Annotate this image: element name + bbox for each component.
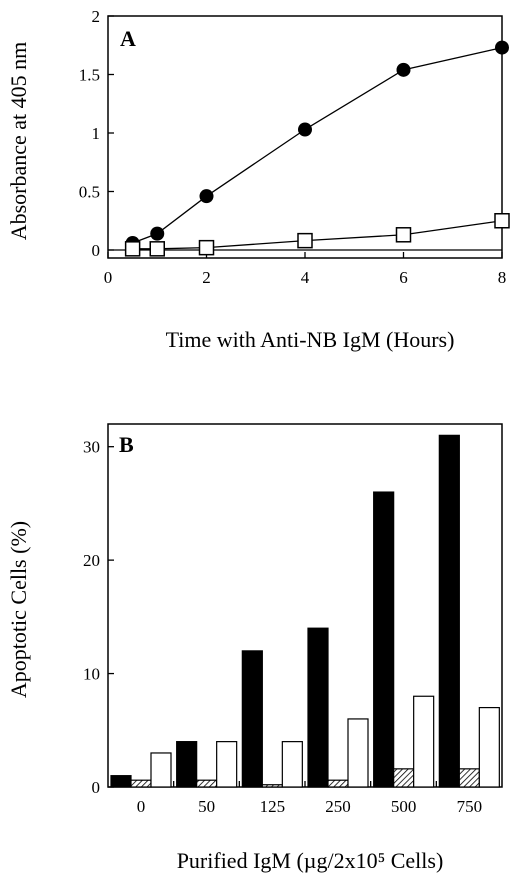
y-tick-label: 0.5 xyxy=(79,183,100,202)
open-square-point xyxy=(297,232,313,249)
bar-white-250 xyxy=(347,718,369,788)
bar-white-750 xyxy=(478,706,500,788)
y-tick-label: 30 xyxy=(83,438,100,457)
panel-b-x-axis-label: Purified IgM (µg/2x10⁵ Cells) xyxy=(177,848,444,873)
panel-b-bars xyxy=(110,434,500,788)
open-square-point xyxy=(198,239,215,256)
y-tick-label: 1.5 xyxy=(79,66,100,85)
panel-b: B 0 10 20 30 0 50 125 250 500 750 Apoptotic Cells… xyxy=(6,423,503,873)
panel-a-x-axis-label: Time with Anti-NB IgM (Hours) xyxy=(166,327,455,352)
y-tick-label: 0 xyxy=(92,241,101,260)
category-label: 750 xyxy=(457,797,483,816)
filled-circle-point xyxy=(150,226,165,241)
x-tick-label: 4 xyxy=(301,268,310,287)
bar-hatched-125 xyxy=(261,784,283,788)
bar-hatched-0 xyxy=(130,779,152,788)
category-label: 500 xyxy=(391,797,417,816)
panel-a: A 0 2 4 6 8 0 0.5 1 1.5 2 Absorbance at 405 nm Ti… xyxy=(6,7,510,352)
panel-b-label: B xyxy=(119,432,134,457)
filled-circle-point xyxy=(298,122,312,137)
panel-b-y-axis-label: Apoptotic Cells (%) xyxy=(6,521,31,698)
panel-b-ticks: 0 10 20 30 0 50 125 250 500 750 xyxy=(83,438,482,816)
x-tick-label: 6 xyxy=(399,268,408,287)
bar-white-50 xyxy=(216,741,238,788)
bar-solid-black-125 xyxy=(241,650,263,788)
filled-circle-point xyxy=(495,40,509,55)
bar-solid-black-0 xyxy=(110,775,132,788)
bar-white-0 xyxy=(150,752,172,788)
category-label: 0 xyxy=(137,797,146,816)
y-tick-label: 20 xyxy=(83,551,100,570)
series-2-line xyxy=(132,220,503,250)
category-label: 250 xyxy=(325,797,351,816)
panel-a-markers xyxy=(124,40,510,257)
x-tick-label: 0 xyxy=(104,268,113,287)
y-tick-label: 10 xyxy=(83,665,100,684)
bar-white-500 xyxy=(413,695,435,788)
bar-white-125 xyxy=(281,741,303,788)
panel-a-ticks: 0 2 4 6 8 0 0.5 1 1.5 2 xyxy=(79,7,507,287)
bar-solid-black-250 xyxy=(307,627,329,788)
open-square-point xyxy=(395,227,412,243)
bar-solid-black-50 xyxy=(176,741,198,788)
bar-hatched-500 xyxy=(393,768,415,788)
bar-solid-black-500 xyxy=(373,491,395,788)
open-square-point xyxy=(494,213,510,229)
filled-circle-point xyxy=(396,62,411,77)
filled-circle-point xyxy=(199,189,214,204)
y-tick-label: 0 xyxy=(92,778,101,797)
y-tick-label: 2 xyxy=(92,7,101,26)
panel-a-lines xyxy=(132,46,503,250)
open-square-point xyxy=(149,241,165,257)
open-square-point xyxy=(124,241,141,257)
panel-a-y-axis-label: Absorbance at 405 nm xyxy=(6,42,31,241)
bar-hatched-50 xyxy=(196,779,218,788)
category-label: 125 xyxy=(260,797,286,816)
bar-hatched-250 xyxy=(327,779,349,788)
panel-a-frame xyxy=(107,15,503,259)
bar-hatched-750 xyxy=(458,768,480,788)
x-tick-label: 2 xyxy=(202,268,211,287)
bar-solid-black-750 xyxy=(438,434,460,788)
x-tick-label: 8 xyxy=(498,268,507,287)
series-1-line xyxy=(132,46,503,244)
panel-a-label: A xyxy=(120,26,136,51)
y-tick-label: 1 xyxy=(92,124,101,143)
category-label: 50 xyxy=(198,797,215,816)
